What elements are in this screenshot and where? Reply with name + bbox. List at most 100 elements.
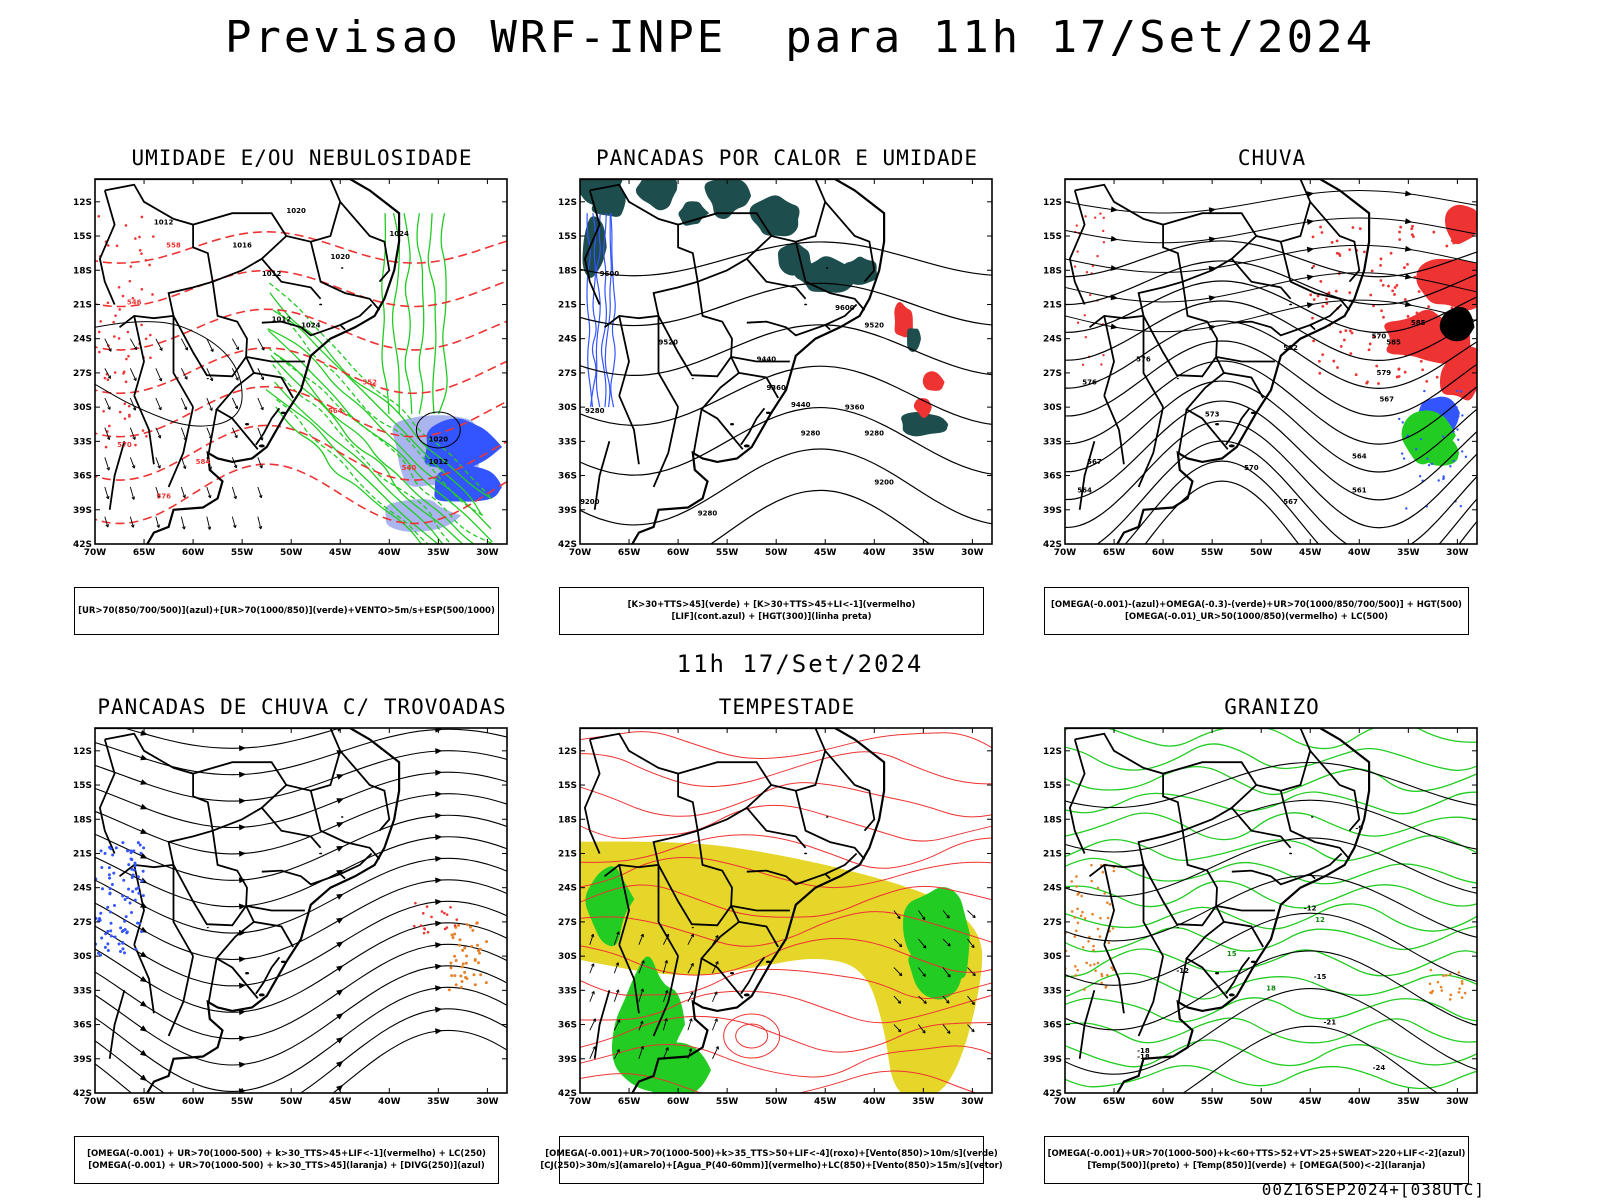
contour-label: 1024	[301, 321, 321, 329]
contour-label: 585	[1411, 319, 1426, 327]
contour-label: -12	[1304, 905, 1317, 913]
contour-line	[95, 943, 507, 1040]
lon-label: 40W	[1348, 548, 1371, 558]
shaded-area	[678, 201, 710, 226]
legend-line: [CJ(250)>30m/s](amarelo)+[Agua_P(40-60mm…	[540, 1161, 1003, 1171]
contour-label: 9280	[698, 509, 718, 517]
state-border	[167, 406, 194, 488]
state-border	[1068, 190, 1086, 305]
shaded-area	[749, 195, 800, 237]
contour-line	[1065, 260, 1477, 306]
state-border	[1103, 944, 1125, 1014]
lake	[1250, 960, 1256, 964]
contour-line	[1065, 950, 1477, 1031]
flow-arrow	[238, 877, 247, 884]
contour-label: 15	[1227, 950, 1237, 958]
contour-line	[95, 231, 507, 264]
flow-arrow	[238, 1061, 247, 1068]
flow-arrow	[1404, 273, 1413, 280]
state-border	[1223, 372, 1264, 399]
contour-label: 9280	[801, 430, 821, 438]
map-frame	[579, 727, 993, 1094]
contour-line	[1065, 272, 1477, 303]
lake	[765, 960, 771, 964]
flow-arrow	[435, 942, 443, 949]
lon-label: 45W	[329, 1097, 352, 1107]
flow-arrow	[336, 846, 344, 852]
contour-line	[95, 750, 507, 802]
flow-arrow	[139, 951, 148, 958]
contour-label: 1024	[389, 230, 409, 238]
contour-line	[1065, 340, 1477, 417]
state-border	[697, 257, 807, 300]
state-border	[1078, 990, 1096, 1059]
lon-label: 30W	[1446, 1097, 1469, 1107]
contour-line	[580, 241, 992, 277]
lat-label: 39S	[73, 1055, 92, 1065]
contour-line	[95, 986, 507, 1092]
flow-arrow	[435, 920, 443, 927]
contour-label: 552	[362, 378, 377, 386]
contour-label: 9600	[835, 304, 855, 312]
state-border	[677, 728, 827, 792]
legend-line: [OMEGA(-0.001) + UR>70(1000-500) + k>30_…	[88, 1161, 485, 1171]
state-border	[212, 257, 322, 300]
lake	[691, 378, 694, 380]
contour-label: 558	[166, 241, 181, 249]
state-border	[652, 955, 679, 1037]
map-chuva: 585 582 579 576 573 570 567 564 561 567 564 576 585 5…	[1022, 176, 1522, 586]
state-border	[339, 852, 373, 875]
map-svg: -9 -12 -15 -18 -21 -24 12 15 18 -12 -18 12S 15S 18S 21…	[1043, 727, 1478, 1107]
state-border	[172, 864, 194, 957]
lake	[1176, 927, 1179, 929]
flow-arrow	[1404, 301, 1413, 308]
contour-line	[95, 900, 507, 987]
map-svg: 1012 1016 1020 1024 1012 1012 1024 1020 1020 1012…	[73, 178, 508, 558]
lake	[1311, 267, 1314, 269]
flow-arrow	[435, 855, 443, 862]
lon-label: 30W	[476, 1097, 499, 1107]
contour-label: 9280	[865, 430, 885, 438]
lake	[206, 927, 209, 929]
flow-arrow	[239, 771, 247, 778]
flow-arrow	[435, 791, 443, 798]
state-border	[192, 728, 342, 792]
state-border	[740, 407, 766, 446]
state-border	[746, 784, 772, 809]
lat-label: 39S	[73, 506, 92, 516]
lat-label: 21S	[558, 300, 577, 310]
panel-title: UMIDADE E/OU NEBULOSIDADE	[131, 146, 473, 170]
state-border	[1177, 409, 1188, 453]
state-border	[133, 395, 155, 465]
flow-arrow	[139, 976, 148, 983]
lat-label: 12S	[1043, 198, 1062, 208]
contour-label: 570	[1244, 464, 1259, 472]
state-border	[1162, 728, 1312, 792]
legend-line: [OMEGA(-0.001)+UR>70(1000-500)+k<60+TTS>…	[1047, 1149, 1466, 1159]
contour-line	[95, 463, 507, 525]
lon-label: 70W	[84, 548, 107, 558]
state-border	[98, 190, 116, 305]
state-border	[1215, 905, 1275, 912]
contour-line	[1065, 799, 1477, 853]
flow-arrow	[239, 745, 247, 752]
contour-label: 9360	[766, 384, 786, 392]
state-border	[1142, 864, 1164, 957]
flow-arrow	[238, 1035, 247, 1042]
contour-label: -24	[1373, 1064, 1386, 1072]
lat-label: 24S	[73, 884, 92, 894]
legend-line: [K>30+TTS>45](verde) + [K>30+TTS>45+LI<-…	[627, 600, 916, 610]
shaded-area	[907, 328, 921, 352]
contour-line	[1065, 240, 1477, 278]
state-border	[1137, 406, 1164, 488]
state-border	[104, 732, 214, 878]
flow-arrow	[336, 965, 344, 972]
contour-label: 1012	[262, 270, 282, 278]
lat-label: 30S	[73, 403, 92, 413]
flow-arrow	[239, 850, 247, 857]
state-border	[692, 958, 703, 1002]
lon-label: 50W	[765, 1097, 788, 1107]
lat-label: 12S	[1043, 747, 1062, 757]
state-border	[700, 356, 744, 450]
flow-arrow	[1306, 274, 1315, 281]
